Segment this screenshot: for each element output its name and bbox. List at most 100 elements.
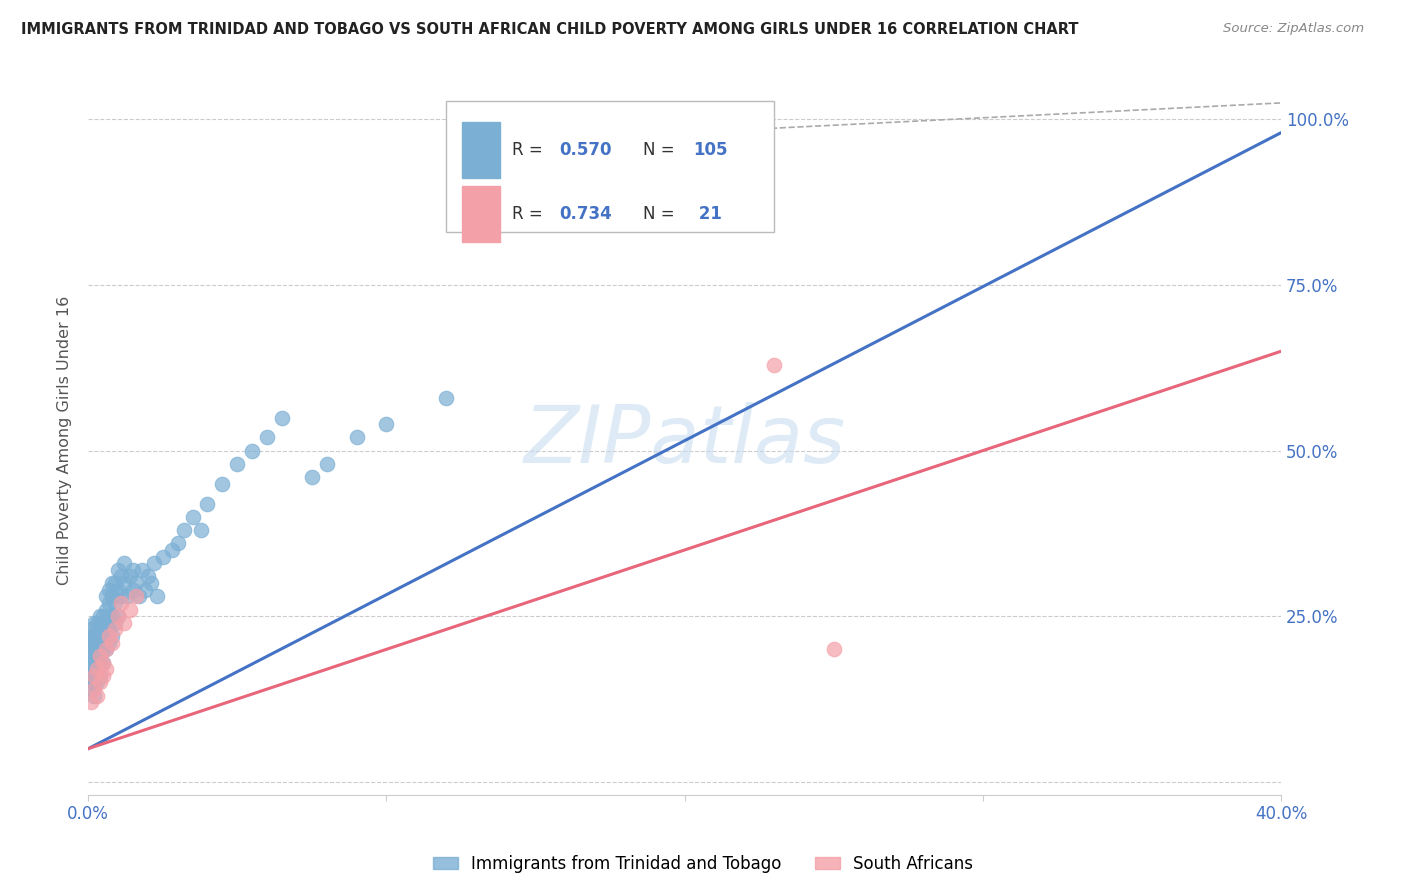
Point [89,675,111,690]
Point [131,563,153,577]
Point [86,642,108,657]
Point [375,417,398,432]
Point [86,648,108,663]
Point [83,648,105,663]
Point [91,636,114,650]
Point [101,629,124,643]
Point [86,642,108,657]
Text: 0.734: 0.734 [560,205,612,223]
Legend: Immigrants from Trinidad and Tobago, South Africans: Immigrants from Trinidad and Tobago, Sou… [426,848,980,880]
Point [112,556,135,570]
Point [152,549,174,564]
Point [94,615,117,630]
Point [83,669,105,683]
Point [110,569,132,583]
Point [166,536,188,550]
Point [271,410,294,425]
Point [128,590,150,604]
Point [104,576,127,591]
Point [91,669,114,683]
Point [83,636,105,650]
Point [83,669,105,683]
Point [91,656,114,670]
Text: R =: R = [512,141,547,159]
Point [89,609,111,624]
Text: N =: N = [643,141,679,159]
Point [98,623,121,637]
Point [89,648,111,663]
Point [89,642,111,657]
Point [115,590,138,604]
Point [80,675,103,690]
Point [112,576,135,591]
Point [91,656,114,670]
Point [80,682,103,697]
FancyBboxPatch shape [461,122,499,178]
Point [80,623,103,637]
Point [89,636,111,650]
Point [256,430,278,444]
Point [83,662,105,676]
Point [190,523,212,537]
Point [136,569,159,583]
Point [94,590,117,604]
Point [104,596,127,610]
Point [86,675,108,690]
Point [118,602,141,616]
Point [538,139,561,153]
Point [118,569,141,583]
Point [80,669,103,683]
Point [89,629,111,643]
Point [98,609,121,624]
Point [86,636,108,650]
Point [145,590,167,604]
Point [94,602,117,616]
Point [89,669,111,683]
Point [80,656,103,670]
Point [83,656,105,670]
Point [197,497,219,511]
Point [101,636,124,650]
Point [80,662,103,676]
Point [122,563,145,577]
Point [80,695,103,709]
Text: N =: N = [643,205,679,223]
Point [101,590,124,604]
Point [80,636,103,650]
Text: IMMIGRANTS FROM TRINIDAD AND TOBAGO VS SOUTH AFRICAN CHILD POVERTY AMONG GIRLS U: IMMIGRANTS FROM TRINIDAD AND TOBAGO VS S… [21,22,1078,37]
Text: 21: 21 [693,205,721,223]
Point [107,582,129,597]
Point [86,648,108,663]
Text: R =: R = [512,205,547,223]
Point [83,675,105,690]
Point [91,642,114,657]
Point [86,662,108,676]
Point [83,669,105,683]
Point [240,443,263,458]
Point [94,642,117,657]
Point [142,556,165,570]
FancyBboxPatch shape [446,101,775,232]
Point [101,576,124,591]
Point [139,576,162,591]
Point [83,629,105,643]
Text: 105: 105 [693,141,727,159]
Point [98,596,121,610]
Point [98,629,121,643]
Point [763,358,786,372]
Point [80,648,103,663]
Text: Source: ZipAtlas.com: Source: ZipAtlas.com [1223,22,1364,36]
Point [301,470,323,484]
Point [83,629,105,643]
Point [89,623,111,637]
Point [83,615,105,630]
Point [86,629,108,643]
Point [104,615,127,630]
Point [80,642,103,657]
Point [211,476,233,491]
Point [107,563,129,577]
Point [107,609,129,624]
Point [644,211,666,226]
Point [98,636,121,650]
Point [86,636,108,650]
